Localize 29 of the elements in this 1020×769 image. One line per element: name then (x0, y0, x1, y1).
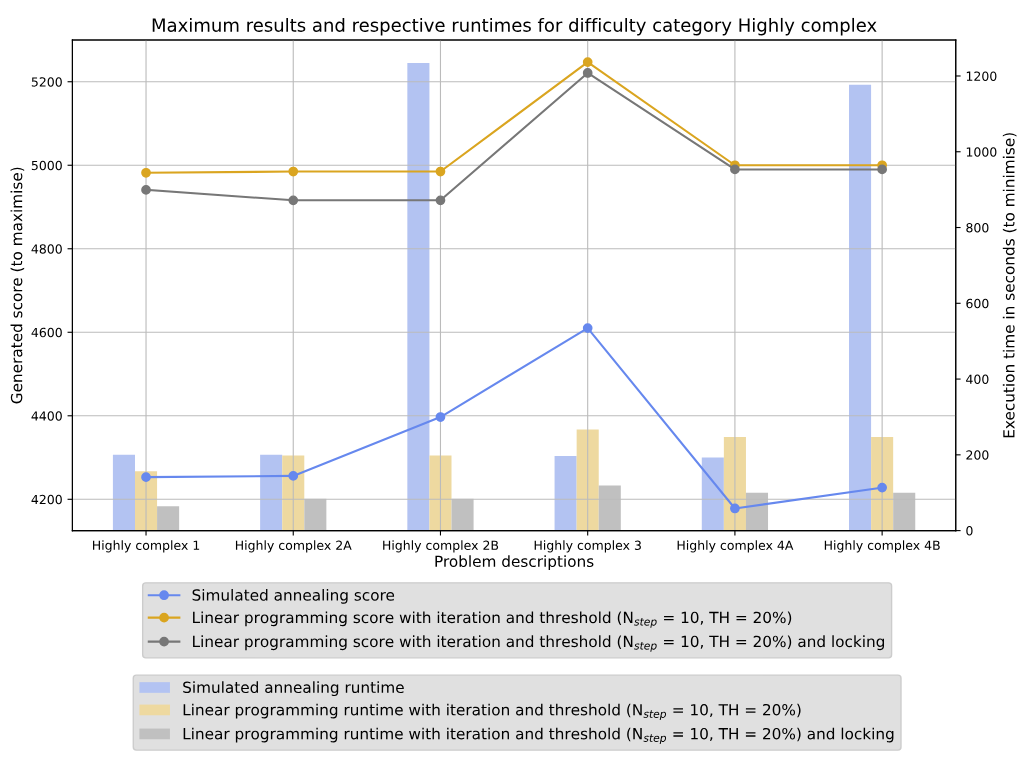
y2-tick-label: 800 (966, 222, 989, 233)
y-tick-label: 4200 (31, 494, 62, 505)
y-tick-label: 5200 (31, 77, 62, 87)
x-tick-label: Highly complex 3 (534, 540, 641, 553)
x-tick-label: Highly complex 2A (235, 540, 352, 553)
x-tick-label: Highly complex 4A (677, 540, 794, 553)
legend-label: Linear programming runtime with iteration and threshold (N$_{step}$ = 10, TH = 20%) and locking (183, 727, 894, 744)
legend-label: Linear programming score with iteration and threshold (N$_{step}$ = 10, TH = 20%) (193, 611, 792, 628)
y-tick-label: 4600 (31, 327, 62, 338)
y-axis-title: Generated score (to maximise) (10, 167, 25, 404)
x-axis-title: Problem descriptions (435, 555, 594, 570)
y2-tick-label: 1000 (966, 147, 997, 157)
legend-label: Linear programming score with iteration and threshold (N$_{step}$ = 10, TH = 20%) and locking (193, 635, 885, 652)
x-tick-label: Highly complex 2B (383, 540, 499, 553)
x-tick-label: Highly complex 1 (93, 540, 200, 553)
y-tick-label: 5000 (31, 160, 62, 171)
y2-tick-label: 200 (966, 450, 989, 460)
y2-tick-label: 0 (966, 526, 973, 536)
y2-tick-label: 400 (966, 374, 989, 384)
y2-tick-label: 1200 (966, 71, 997, 81)
y-tick-label: 4800 (31, 244, 62, 254)
y2-axis-title: Execution time in seconds (to minimise) (1002, 133, 1017, 438)
y2-tick-label: 600 (966, 298, 989, 309)
legend-label: Simulated annealing score (192, 588, 395, 604)
legend-label: Simulated annealing runtime (183, 681, 404, 697)
x-tick-label: Highly complex 4B (824, 540, 940, 553)
y-tick-label: 4400 (31, 411, 62, 421)
legend-label: Linear programming runtime with iteration and threshold (N$_{step}$ = 10, TH = 20%) (183, 703, 801, 721)
chart-title: Maximum results and respective runtimes for difficulty category Highly complex (152, 17, 877, 36)
